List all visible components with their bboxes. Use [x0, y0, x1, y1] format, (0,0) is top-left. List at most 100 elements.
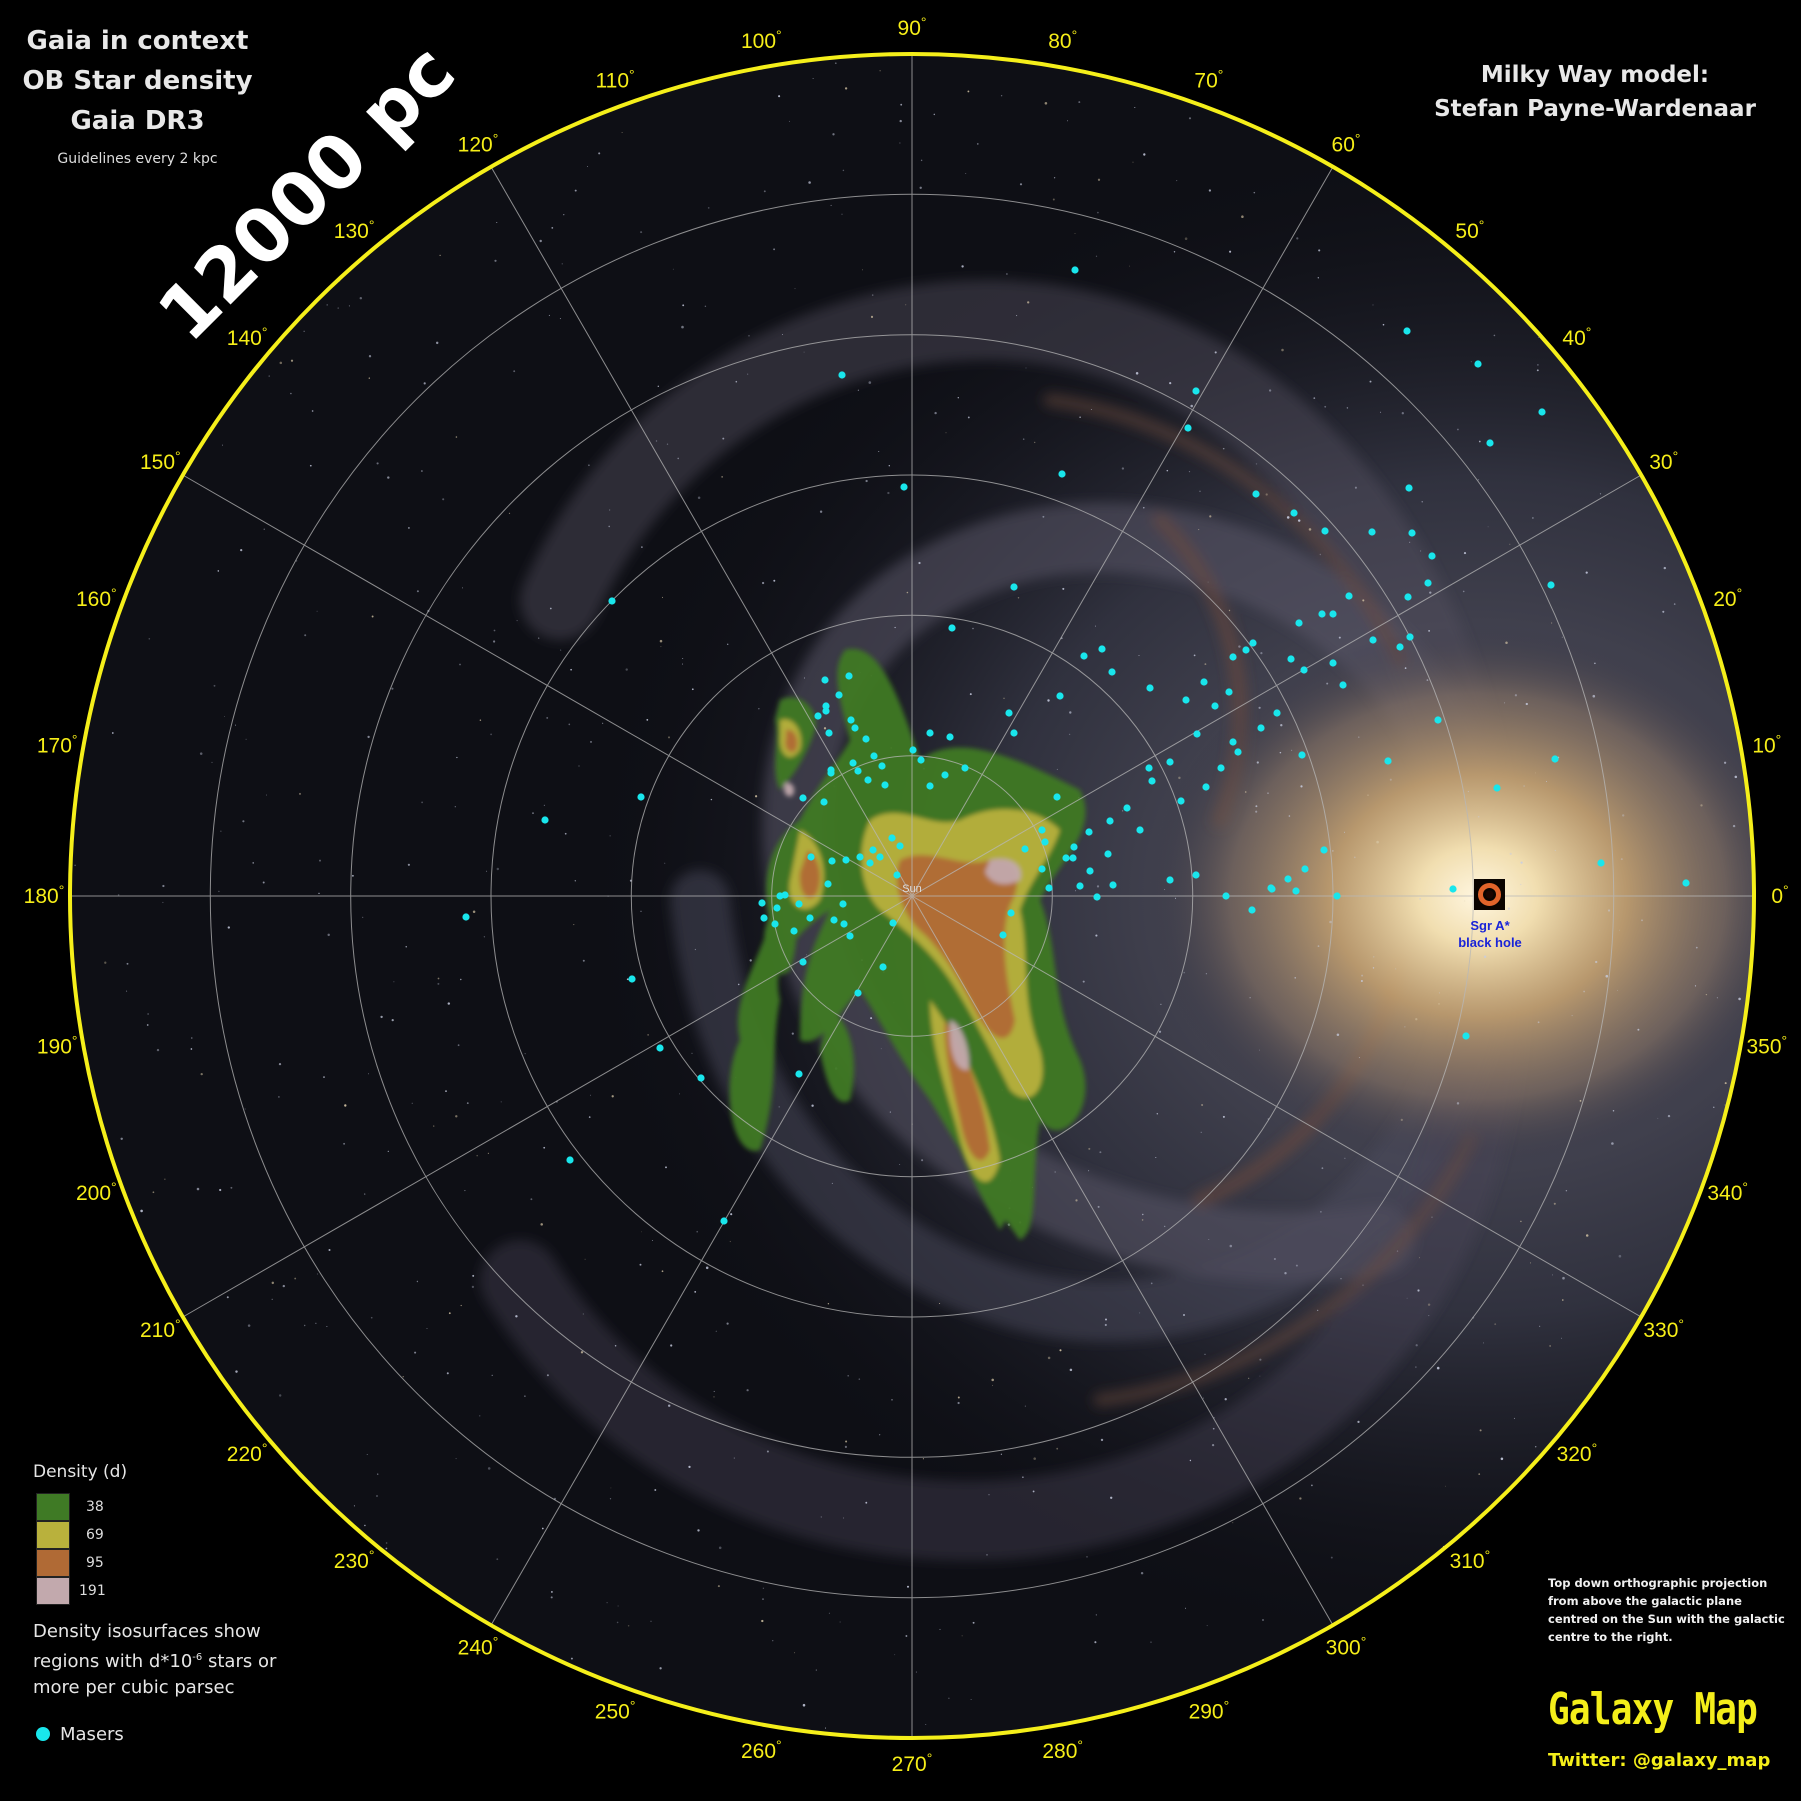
background-star — [1300, 785, 1303, 788]
background-star — [1520, 861, 1523, 864]
maser-point — [862, 735, 870, 743]
background-star — [1259, 1358, 1262, 1361]
maser-point — [1217, 764, 1225, 772]
background-star — [1538, 337, 1540, 338]
background-star — [1432, 150, 1435, 153]
background-star — [1357, 1420, 1360, 1424]
background-star — [156, 1048, 160, 1052]
maser-point — [1177, 797, 1185, 805]
background-star — [1075, 890, 1077, 892]
background-star — [858, 1378, 861, 1380]
background-star — [543, 804, 546, 807]
background-star — [328, 1248, 331, 1252]
background-star — [152, 1191, 155, 1194]
background-star — [888, 465, 890, 467]
background-star — [1062, 587, 1065, 590]
background-star — [1257, 77, 1259, 79]
background-star — [1336, 1033, 1340, 1036]
background-star — [1025, 367, 1027, 369]
maser-point — [1086, 867, 1094, 875]
background-star — [655, 440, 658, 442]
background-star — [411, 1102, 413, 1104]
background-star — [889, 1111, 891, 1113]
background-star — [1150, 1641, 1152, 1643]
background-star — [1206, 1625, 1208, 1627]
maser-point — [1339, 681, 1347, 689]
background-star — [1260, 1679, 1262, 1682]
background-star — [1019, 183, 1023, 186]
background-star — [1561, 636, 1564, 638]
background-star — [969, 693, 972, 696]
background-star — [1656, 438, 1659, 440]
background-star — [1463, 552, 1467, 555]
background-star — [487, 1467, 491, 1470]
background-star — [421, 470, 423, 472]
background-star — [614, 1344, 617, 1347]
maser-point — [870, 752, 878, 760]
background-star — [279, 361, 283, 365]
background-star — [146, 1024, 149, 1026]
background-star — [496, 867, 500, 871]
background-star — [196, 1187, 200, 1191]
background-star — [1537, 1021, 1540, 1024]
background-star — [582, 959, 585, 962]
background-star — [1720, 192, 1723, 194]
legend-description-line-2: regions with d*10-6 stars or — [33, 1645, 303, 1675]
background-star — [906, 1585, 910, 1588]
background-star — [368, 1073, 370, 1075]
background-star — [1268, 389, 1272, 392]
background-star — [1222, 1115, 1225, 1118]
maser-point — [1166, 876, 1174, 884]
legend-desc-sup: -6 — [192, 1652, 203, 1663]
background-star — [407, 863, 410, 866]
background-star — [820, 1516, 822, 1518]
background-star — [842, 169, 845, 172]
maser-point — [1041, 838, 1049, 846]
background-star — [190, 1412, 192, 1414]
background-star — [138, 264, 141, 267]
maser-point — [878, 762, 886, 770]
background-star — [668, 1725, 671, 1728]
background-star — [563, 214, 565, 216]
background-star — [1607, 909, 1611, 912]
background-star — [1728, 1646, 1731, 1649]
background-star — [385, 1542, 388, 1544]
background-star — [113, 351, 116, 354]
background-star — [581, 1699, 583, 1701]
background-star — [1646, 1423, 1649, 1426]
grid-spoke — [490, 895, 913, 1626]
background-star — [348, 305, 350, 307]
background-star — [175, 1501, 178, 1505]
longitude-label-180: 180° — [24, 882, 65, 908]
background-star — [1308, 528, 1312, 531]
background-star — [211, 761, 213, 763]
maser-point — [825, 729, 833, 737]
background-star — [811, 1104, 814, 1107]
background-star — [1320, 1211, 1322, 1213]
background-star — [1164, 888, 1166, 891]
background-star — [729, 1240, 731, 1243]
background-star — [1705, 993, 1708, 996]
background-star — [1069, 711, 1072, 714]
maser-point — [1109, 881, 1117, 889]
background-star — [359, 296, 363, 300]
background-star — [1000, 95, 1003, 97]
background-star — [844, 1445, 848, 1448]
background-star — [704, 305, 707, 308]
background-star — [1733, 1167, 1735, 1170]
background-star — [948, 1697, 950, 1699]
maser-point — [851, 724, 859, 732]
background-star — [1318, 249, 1321, 252]
background-star — [278, 1096, 280, 1098]
background-star — [601, 59, 604, 62]
maser-point — [849, 759, 857, 767]
background-star — [1244, 791, 1247, 793]
background-star — [666, 443, 669, 445]
background-star — [640, 231, 643, 234]
maser-point — [1268, 885, 1276, 893]
background-star — [1370, 1689, 1373, 1692]
background-star — [456, 756, 458, 759]
maser-point — [1010, 583, 1018, 591]
background-star — [608, 525, 610, 528]
ob-star-density-isosurfaces — [729, 648, 1086, 1240]
